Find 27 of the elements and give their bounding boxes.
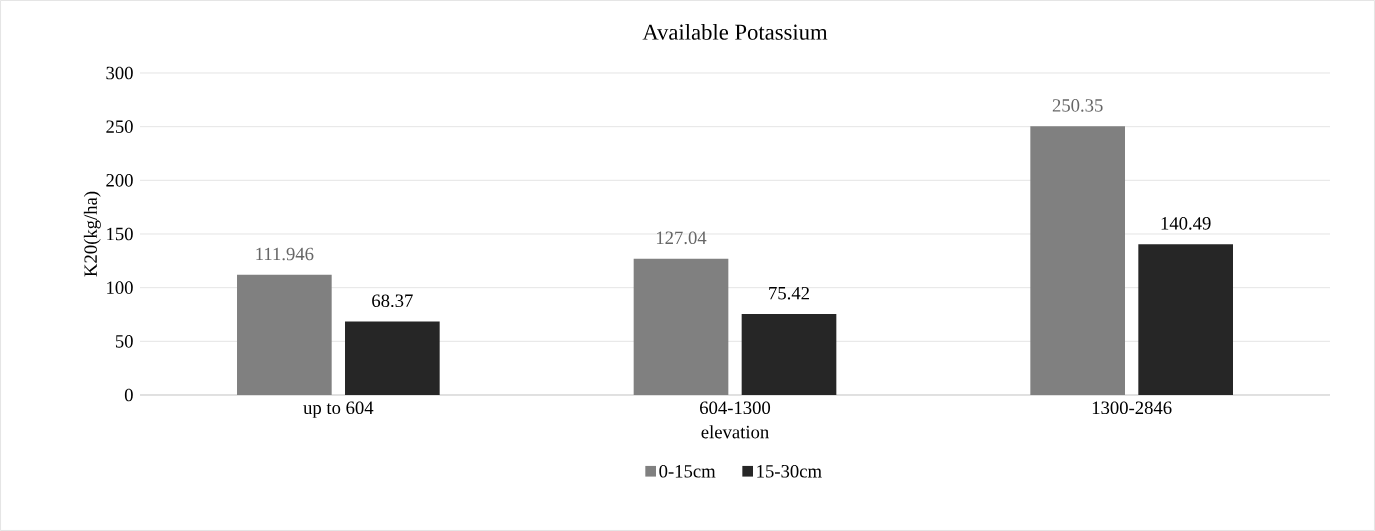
y-tick-label: 100 [107, 281, 133, 294]
y-tick-label: 200 [106, 174, 133, 187]
data-label: 127.04 [656, 231, 707, 245]
data-label: 250.35 [1052, 99, 1103, 112]
data-label: 111.946 [256, 247, 314, 261]
bar [1030, 126, 1125, 395]
bar [237, 274, 332, 395]
data-label: 75.42 [769, 286, 809, 300]
bar [345, 321, 440, 395]
bar [1138, 244, 1233, 395]
y-tick-label: 0 [124, 388, 133, 402]
legend-label: 0-15cm [659, 464, 716, 478]
x-tick-label: up to 604 [303, 401, 374, 418]
data-label: 68.37 [372, 294, 413, 308]
data-label: 140.49 [1161, 217, 1211, 230]
y-tick-label: 150 [107, 227, 133, 241]
x-tick-label: 1300-2846 [1092, 401, 1172, 415]
x-tick-label: 604-1300 [700, 401, 771, 415]
legend-label: 15-30cm [757, 464, 822, 478]
y-tick-label: 250 [106, 120, 133, 133]
bar [741, 314, 837, 395]
chart-title: Available Potassium [642, 23, 828, 40]
y-tick-label: 50 [115, 335, 133, 348]
x-axis-title: elevation [701, 425, 769, 439]
y-tick-label: 300 [106, 66, 133, 80]
y-axis-title: K20(kg/ha) [83, 191, 101, 277]
bar [633, 258, 729, 395]
